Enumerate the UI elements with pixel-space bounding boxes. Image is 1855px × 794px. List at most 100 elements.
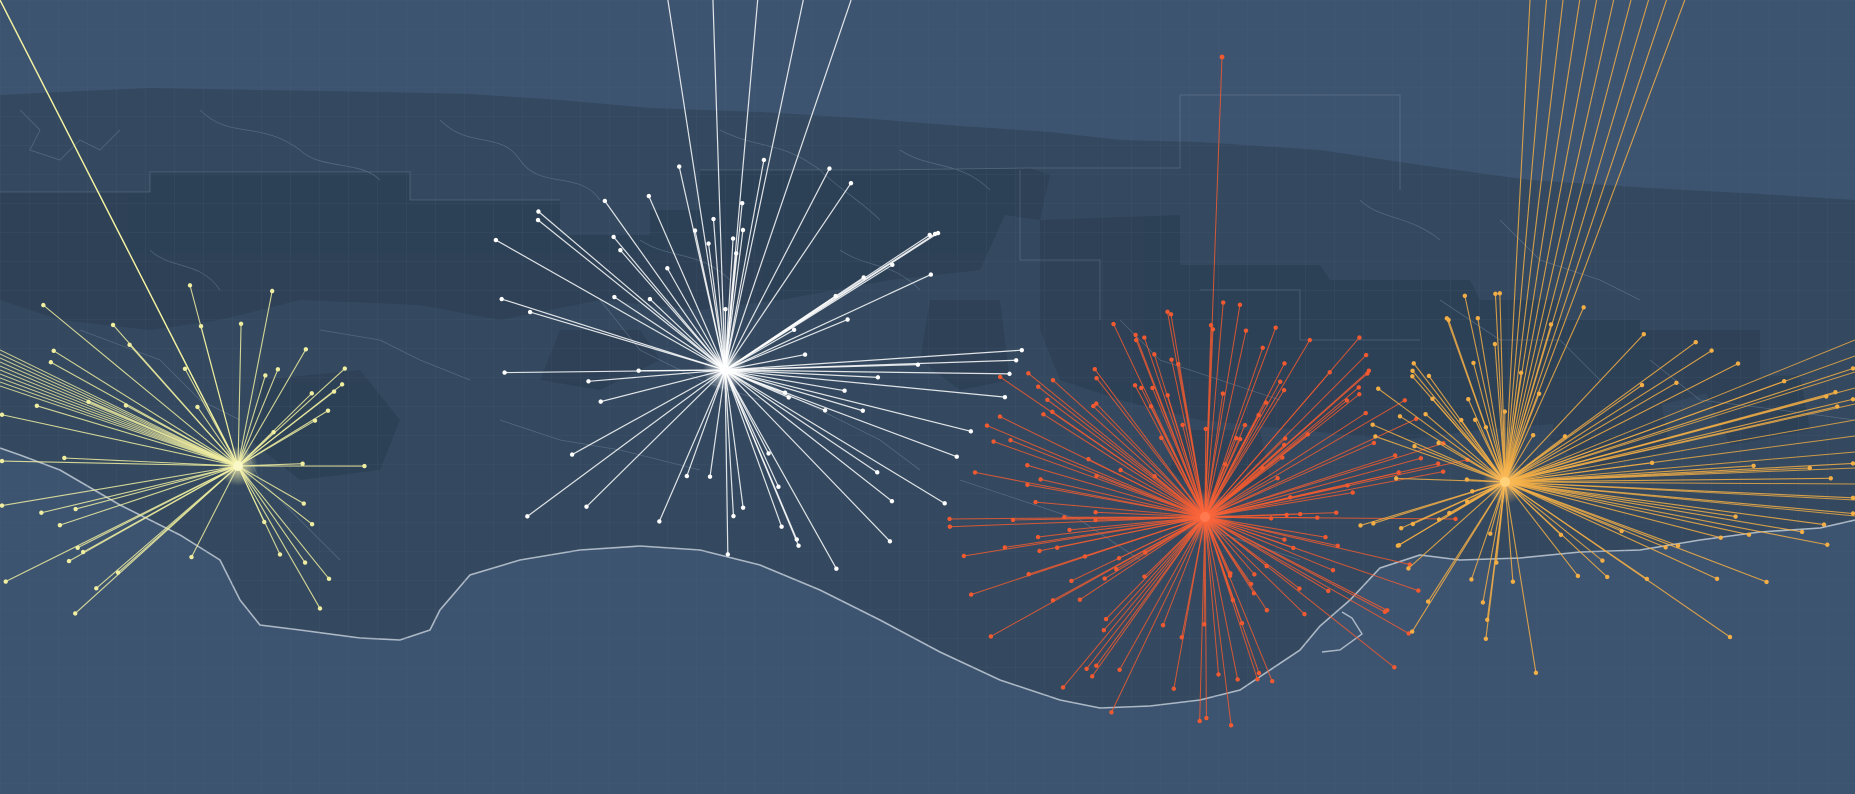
flow-endpoint[interactable] bbox=[602, 198, 608, 204]
flow-endpoint[interactable] bbox=[1411, 361, 1416, 366]
flow-endpoint[interactable] bbox=[1282, 442, 1287, 448]
flow-endpoint[interactable] bbox=[1235, 677, 1240, 682]
flow-endpoint[interactable] bbox=[942, 501, 947, 506]
flow-endpoint[interactable] bbox=[1069, 578, 1074, 584]
flow-endpoint[interactable] bbox=[1674, 380, 1679, 386]
flow-endpoint[interactable] bbox=[1426, 373, 1432, 379]
flow-endpoint[interactable] bbox=[611, 234, 616, 240]
flow-endpoint[interactable] bbox=[988, 634, 994, 639]
flow-endpoint[interactable] bbox=[1050, 598, 1056, 603]
flow-endpoint[interactable] bbox=[1041, 412, 1046, 417]
flow-endpoint[interactable] bbox=[312, 418, 318, 423]
flow-endpoint[interactable] bbox=[309, 521, 315, 527]
flow-endpoint[interactable] bbox=[1850, 495, 1855, 501]
flow-endpoint[interactable] bbox=[1160, 622, 1166, 628]
flow-endpoint[interactable] bbox=[1350, 490, 1355, 495]
flow-endpoint[interactable] bbox=[1363, 352, 1369, 358]
flow-endpoint[interactable] bbox=[887, 539, 893, 544]
flow-endpoint[interactable] bbox=[1562, 434, 1568, 439]
flow-endpoint[interactable] bbox=[1693, 340, 1698, 345]
flow-endpoint[interactable] bbox=[123, 403, 129, 408]
flow-endpoint[interactable] bbox=[947, 516, 952, 522]
flow-endpoint[interactable] bbox=[1094, 663, 1099, 668]
flow-endpoint[interactable] bbox=[1008, 438, 1013, 443]
flow-endpoint[interactable] bbox=[676, 164, 682, 169]
flow-endpoint[interactable] bbox=[34, 403, 40, 409]
flow-endpoint[interactable] bbox=[1412, 443, 1417, 449]
flow-endpoint[interactable] bbox=[1035, 534, 1041, 540]
flow-endpoint[interactable] bbox=[954, 454, 959, 459]
flow-endpoint[interactable] bbox=[834, 566, 839, 571]
flow-endpoint[interactable] bbox=[1850, 366, 1855, 371]
flow-endpoint[interactable] bbox=[1472, 417, 1478, 422]
flow-endpoint[interactable] bbox=[1037, 548, 1042, 554]
flow-endpoint[interactable] bbox=[1252, 572, 1257, 577]
flow-endpoint[interactable] bbox=[827, 166, 832, 171]
flow-endpoint[interactable] bbox=[1735, 361, 1741, 366]
flow-endpoint[interactable] bbox=[1025, 482, 1030, 487]
flow-endpoint[interactable] bbox=[1371, 440, 1377, 446]
flow-endpoint[interactable] bbox=[1092, 367, 1097, 372]
flow-endpoint[interactable] bbox=[0, 412, 5, 417]
flow-endpoint[interactable] bbox=[1530, 432, 1536, 438]
flow-endpoint[interactable] bbox=[271, 429, 276, 435]
flow-endpoint[interactable] bbox=[1326, 588, 1331, 594]
flow-endpoint[interactable] bbox=[1358, 523, 1363, 528]
flow-endpoint[interactable] bbox=[796, 543, 801, 548]
flow-endpoint[interactable] bbox=[1510, 579, 1516, 584]
flow-endpoint[interactable] bbox=[309, 391, 314, 396]
flow-endpoint[interactable] bbox=[1436, 440, 1441, 446]
flow-endpoint[interactable] bbox=[1291, 545, 1296, 551]
flow-endpoint[interactable] bbox=[1091, 403, 1096, 409]
flow-endpoint[interactable] bbox=[1094, 473, 1099, 479]
flow-endpoint[interactable] bbox=[1828, 476, 1833, 481]
flow-endpoint[interactable] bbox=[127, 342, 132, 348]
flow-endpoint[interactable] bbox=[1396, 470, 1401, 475]
flow-endpoint[interactable] bbox=[57, 522, 63, 528]
flow-endpoint[interactable] bbox=[493, 237, 499, 243]
flow-endpoint[interactable] bbox=[1094, 376, 1099, 381]
flow-endpoint[interactable] bbox=[1116, 555, 1122, 561]
flow-endpoint[interactable] bbox=[1176, 361, 1181, 367]
flow-endpoint[interactable] bbox=[1357, 335, 1362, 340]
flow-endpoint[interactable] bbox=[927, 232, 932, 238]
flow-endpoint[interactable] bbox=[1406, 566, 1411, 571]
flow-endpoint[interactable] bbox=[1799, 529, 1805, 535]
flow-endpoint[interactable] bbox=[1050, 409, 1055, 414]
flow-endpoint[interactable] bbox=[1418, 456, 1424, 461]
flow-endpoint[interactable] bbox=[647, 296, 653, 302]
flow-endpoint[interactable] bbox=[1082, 554, 1088, 559]
flow-endpoint[interactable] bbox=[1165, 393, 1170, 398]
flow-endpoint[interactable] bbox=[740, 227, 746, 233]
flow-endpoint[interactable] bbox=[1297, 586, 1302, 591]
flow-endpoint[interactable] bbox=[1133, 332, 1138, 338]
flow-endpoint[interactable] bbox=[1492, 341, 1498, 347]
flow-endpoint[interactable] bbox=[1558, 532, 1564, 538]
flow-endpoint[interactable] bbox=[1639, 382, 1645, 388]
flow-endpoint[interactable] bbox=[1440, 469, 1446, 474]
flow-endpoint[interactable] bbox=[1327, 370, 1332, 375]
flow-endpoint[interactable] bbox=[1094, 401, 1099, 406]
flow-endpoint[interactable] bbox=[586, 379, 591, 384]
flow-endpoint[interactable] bbox=[1264, 607, 1270, 613]
flow-endpoint[interactable] bbox=[584, 504, 589, 509]
flow-endpoint[interactable] bbox=[1179, 635, 1184, 640]
flow-endpoint[interactable] bbox=[984, 423, 990, 428]
flow-endpoint[interactable] bbox=[1228, 723, 1234, 728]
flow-endpoint[interactable] bbox=[1493, 291, 1498, 296]
flow-endpoint[interactable] bbox=[1268, 516, 1274, 521]
flow-endpoint[interactable] bbox=[1396, 542, 1402, 548]
flow-endpoint[interactable] bbox=[1764, 579, 1769, 585]
flow-endpoint[interactable] bbox=[706, 241, 711, 246]
flow-endpoint[interactable] bbox=[66, 558, 72, 564]
flow-endpoint[interactable] bbox=[723, 307, 728, 312]
flow-endpoint[interactable] bbox=[961, 553, 967, 559]
flow-endpoint[interactable] bbox=[1256, 670, 1262, 676]
flow-endpoint[interactable] bbox=[890, 262, 895, 268]
flow-endpoint[interactable] bbox=[535, 217, 541, 223]
flow-endpoint[interactable] bbox=[1067, 527, 1072, 533]
flow-endpoint[interactable] bbox=[362, 463, 367, 469]
flow-endpoint[interactable] bbox=[48, 360, 54, 365]
flow-endpoint[interactable] bbox=[339, 382, 345, 387]
flow-endpoint[interactable] bbox=[1219, 54, 1225, 60]
